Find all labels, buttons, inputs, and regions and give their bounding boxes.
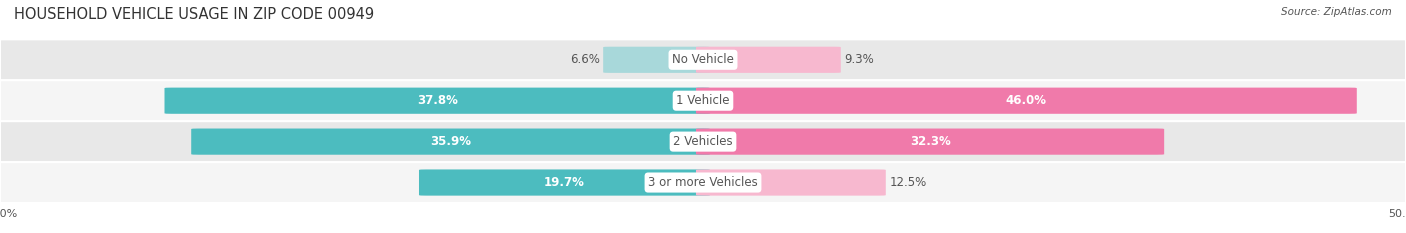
Text: 35.9%: 35.9% [430, 135, 471, 148]
Text: 12.5%: 12.5% [890, 176, 927, 189]
FancyBboxPatch shape [0, 80, 1406, 121]
Text: 6.6%: 6.6% [569, 53, 599, 66]
FancyBboxPatch shape [0, 39, 1406, 80]
Text: 1 Vehicle: 1 Vehicle [676, 94, 730, 107]
Text: 19.7%: 19.7% [544, 176, 585, 189]
FancyBboxPatch shape [696, 129, 1164, 155]
Text: Source: ZipAtlas.com: Source: ZipAtlas.com [1281, 7, 1392, 17]
FancyBboxPatch shape [419, 169, 710, 196]
Text: 3 or more Vehicles: 3 or more Vehicles [648, 176, 758, 189]
Text: 37.8%: 37.8% [416, 94, 458, 107]
FancyBboxPatch shape [165, 88, 710, 114]
Text: 9.3%: 9.3% [844, 53, 875, 66]
FancyBboxPatch shape [696, 47, 841, 73]
Text: 46.0%: 46.0% [1005, 94, 1047, 107]
FancyBboxPatch shape [0, 162, 1406, 203]
FancyBboxPatch shape [0, 121, 1406, 162]
FancyBboxPatch shape [191, 129, 710, 155]
Text: No Vehicle: No Vehicle [672, 53, 734, 66]
FancyBboxPatch shape [603, 47, 710, 73]
Text: HOUSEHOLD VEHICLE USAGE IN ZIP CODE 00949: HOUSEHOLD VEHICLE USAGE IN ZIP CODE 0094… [14, 7, 374, 22]
FancyBboxPatch shape [696, 88, 1357, 114]
Text: 2 Vehicles: 2 Vehicles [673, 135, 733, 148]
Text: 32.3%: 32.3% [910, 135, 950, 148]
FancyBboxPatch shape [696, 169, 886, 196]
